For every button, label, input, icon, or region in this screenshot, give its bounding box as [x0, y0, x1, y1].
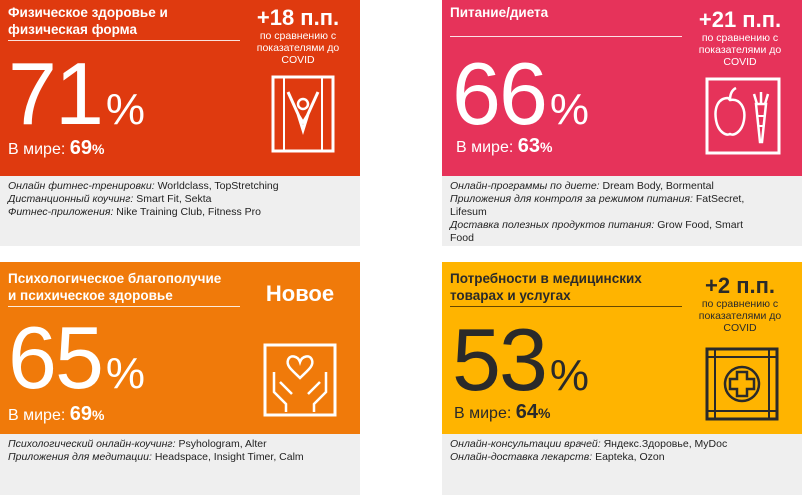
- delta-note: по сравнению с показателями до COVID: [256, 30, 340, 66]
- main-percentage: 66%: [452, 44, 590, 143]
- world-average: В мире: 64%: [454, 401, 551, 423]
- apple-carrot-icon: [705, 77, 781, 155]
- card-diet: Питание/диета +21 п.п. по сравнению с по…: [442, 0, 802, 246]
- card-title: Физическое здоровье и физическая форма: [8, 5, 168, 37]
- list-item: Онлайн-доставка лекарств: Eapteka, Ozon: [450, 451, 665, 463]
- list-item: Приложения для медитации: Headspace, Ins…: [8, 451, 304, 463]
- examples-list: Онлайн фитнес-тренировки: Worldclass, To…: [0, 176, 360, 246]
- delta-value: +2 п.п.: [705, 273, 775, 298]
- world-average: В мире: 69%: [8, 403, 105, 425]
- card-title: Потребности в медицинских товарах и услу…: [450, 271, 642, 303]
- world-average: В мире: 63%: [456, 135, 553, 157]
- delta-note: по сравнению с показателями до COVID: [698, 298, 782, 334]
- card-mental-header: Психологическое благополучие и психическ…: [0, 262, 360, 434]
- list-item: Фитнес-приложения: Nike Training Club, F…: [8, 206, 262, 218]
- divider: [8, 306, 240, 307]
- main-percentage: 65%: [8, 308, 146, 407]
- list-item: Food: [450, 232, 474, 244]
- card-medical-header: Потребности в медицинских товарах и услу…: [442, 262, 802, 434]
- list-item: Онлайн-программы по диете: Dream Body, B…: [450, 180, 714, 192]
- card-fitness: Физическое здоровье и физическая форма +…: [0, 0, 360, 246]
- list-item: Дистанционный коучинг: Smart Fit, Sekta: [8, 193, 212, 205]
- main-percentage: 71%: [8, 44, 146, 143]
- list-item: Онлайн-консультации врачей: Яндекс.Здоро…: [450, 438, 728, 450]
- examples-list: Онлайн-консультации врачей: Яндекс.Здоро…: [442, 434, 802, 495]
- delta-value: +18 п.п.: [256, 5, 340, 30]
- hands-heart-icon: [263, 343, 337, 417]
- list-item: Доставка полезных продуктов питания: Gro…: [450, 219, 743, 231]
- card-diet-header: Питание/диета +21 п.п. по сравнению с по…: [442, 0, 802, 176]
- main-percentage: 53%: [452, 310, 590, 409]
- medical-cross-icon: [705, 347, 779, 421]
- card-mental: Психологическое благополучие и психическ…: [0, 262, 360, 495]
- examples-list: Психологический онлайн-коучинг: Psyholog…: [0, 434, 360, 495]
- world-average: В мире: 69%: [8, 137, 105, 159]
- divider: [8, 40, 240, 41]
- list-item: Психологический онлайн-коучинг: Psyholog…: [8, 438, 267, 450]
- person-exercising-icon: [271, 75, 335, 153]
- divider: [450, 306, 682, 307]
- divider: [450, 36, 682, 37]
- list-item: Онлайн фитнес-тренировки: Worldclass, To…: [8, 180, 279, 192]
- new-badge: Новое: [265, 281, 335, 306]
- card-title: Питание/диета: [450, 5, 549, 20]
- card-title: Психологическое благополучие и психическ…: [8, 271, 222, 303]
- examples-list: Онлайн-программы по диете: Dream Body, B…: [442, 176, 802, 246]
- delta-value: +21 п.п.: [698, 7, 782, 32]
- card-fitness-header: Физическое здоровье и физическая форма +…: [0, 0, 360, 176]
- delta-note: по сравнению с показателями до COVID: [698, 32, 782, 68]
- list-item: Приложения для контроля за режимом питан…: [450, 193, 745, 205]
- list-item: Lifesum: [450, 206, 487, 218]
- card-medical: Потребности в медицинских товарах и услу…: [442, 262, 802, 495]
